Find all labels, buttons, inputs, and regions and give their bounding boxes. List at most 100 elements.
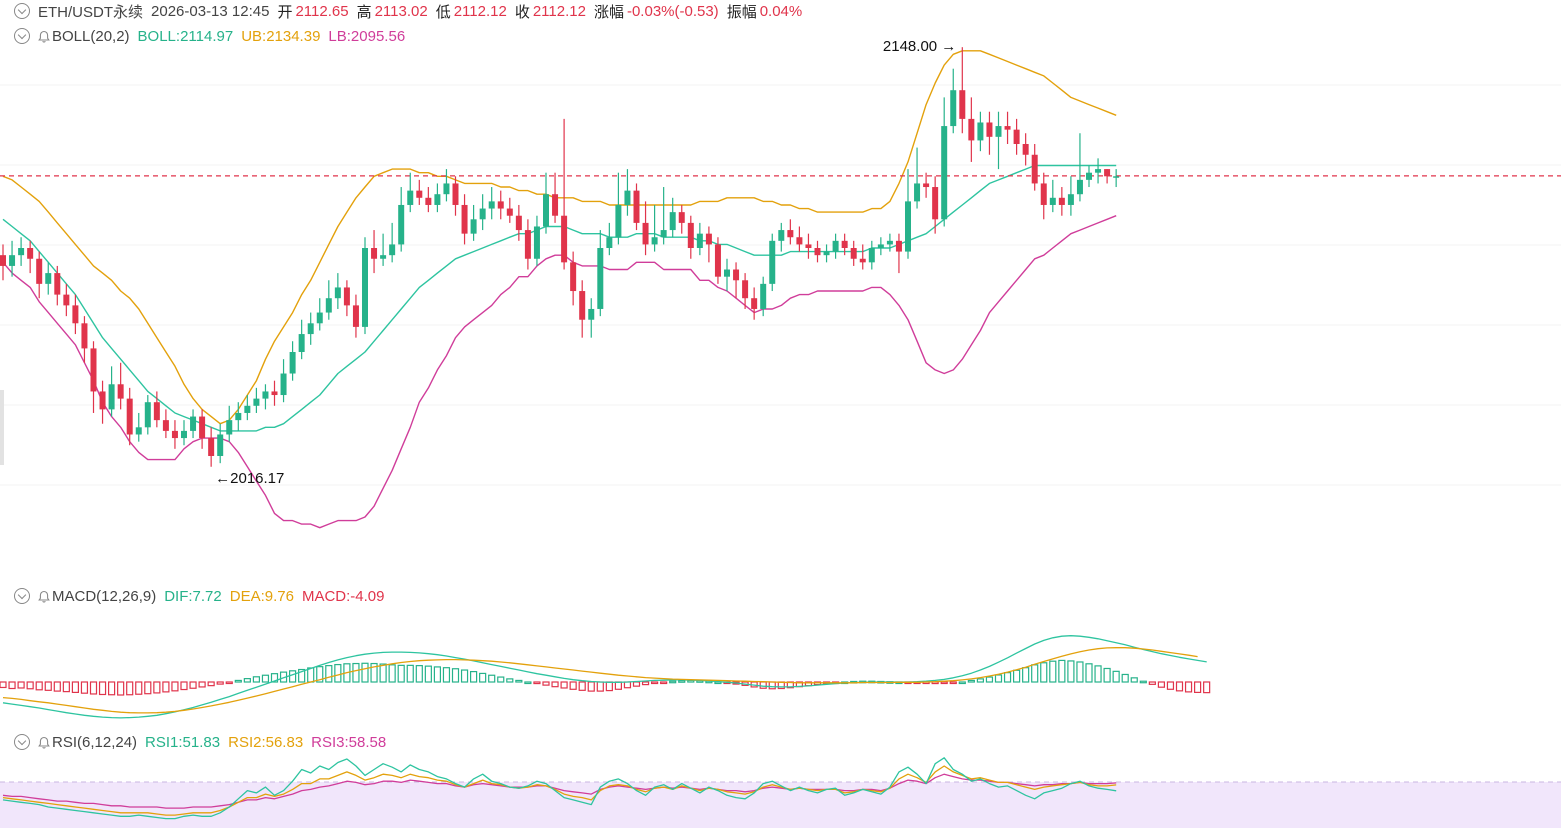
candle-body bbox=[1067, 194, 1074, 205]
candle-body bbox=[995, 126, 1002, 137]
macd-collapse-chevron-icon[interactable] bbox=[14, 588, 30, 604]
macd-hist-bar bbox=[569, 681, 577, 690]
low-label: 低 bbox=[435, 3, 451, 21]
macd-hist-bar bbox=[967, 679, 975, 683]
macd-hist-bar bbox=[44, 681, 52, 691]
candle-body bbox=[452, 183, 459, 205]
candle-body bbox=[171, 430, 178, 439]
macd-hist-bar bbox=[89, 681, 98, 695]
macd-hist-bar bbox=[397, 664, 405, 683]
macd-hist-bar bbox=[560, 681, 568, 689]
macd-hist-bar bbox=[261, 674, 270, 683]
macd-hist-bar bbox=[117, 681, 125, 696]
open-value: 2112.65 bbox=[295, 2, 349, 20]
macd-hist-bar bbox=[144, 681, 152, 695]
candle-body bbox=[90, 348, 97, 392]
candle-body bbox=[868, 248, 875, 263]
macd-hist-bar bbox=[1157, 681, 1166, 688]
macd-hist-bar bbox=[352, 662, 360, 683]
boll-collapse-chevron-icon[interactable] bbox=[14, 28, 30, 44]
candle-body bbox=[814, 248, 821, 256]
macd-hist-bar bbox=[1148, 681, 1156, 685]
candle-body bbox=[208, 438, 215, 456]
candle-body bbox=[0, 255, 6, 266]
macd-hist-bar bbox=[35, 681, 43, 691]
macd-hist-value: MACD:-4.09 bbox=[301, 587, 385, 605]
macd-hist-bar bbox=[379, 663, 387, 683]
candle-body bbox=[371, 248, 378, 259]
candle-body bbox=[651, 237, 658, 245]
macd-name: MACD(12,26,9) bbox=[52, 587, 157, 605]
candle-body bbox=[1013, 129, 1020, 144]
macd-hist-bar bbox=[1003, 672, 1012, 683]
rsi3-value: RSI3:58.58 bbox=[311, 733, 387, 751]
macd-hist-bar bbox=[578, 681, 586, 691]
candle-body bbox=[1031, 154, 1038, 184]
macd-hist-bar bbox=[252, 676, 260, 683]
candle-body bbox=[941, 126, 948, 220]
high-value: 2113.02 bbox=[374, 2, 428, 20]
macd-hist-bar bbox=[270, 673, 279, 683]
macd-dea-value: DEA:9.76 bbox=[229, 587, 294, 605]
macd-hist-bar bbox=[515, 679, 523, 683]
candle-body bbox=[407, 190, 414, 205]
candle-body bbox=[1058, 197, 1065, 205]
candle-body bbox=[506, 208, 513, 216]
candle-body bbox=[479, 208, 486, 220]
rsi-alert-bell-icon[interactable] bbox=[38, 736, 50, 749]
amplitude-label: 振幅 bbox=[726, 3, 757, 21]
candle-body bbox=[253, 398, 260, 406]
macd-legend: MACD(12,26,9) DIF:7.72 DEA:9.76 MACD:-4.… bbox=[0, 585, 392, 607]
ohlc-header: ETH/USDT永续 2026-03-13 12:45 开 2112.65 高 … bbox=[0, 0, 810, 22]
macd-hist-bar bbox=[994, 674, 1003, 683]
candle-body bbox=[262, 391, 269, 399]
rsi-legend: RSI(6,12,24) RSI1:51.83 RSI2:56.83 RSI3:… bbox=[0, 731, 394, 753]
macd-hist-bar bbox=[1067, 660, 1075, 683]
macd-hist-bar bbox=[533, 681, 541, 685]
macd-hist-bar bbox=[451, 668, 460, 683]
candle-body bbox=[443, 183, 450, 195]
macd-hist-bar bbox=[650, 681, 659, 685]
boll-lower-line bbox=[2, 215, 1117, 529]
candle-body bbox=[497, 201, 504, 209]
candle-body bbox=[886, 240, 893, 245]
macd-hist-bar bbox=[8, 681, 16, 690]
macd-hist-bar bbox=[135, 681, 143, 695]
candle-body bbox=[570, 262, 577, 292]
candle-body bbox=[144, 402, 151, 428]
macd-hist-bar bbox=[940, 681, 948, 685]
macd-hist-bar bbox=[958, 681, 966, 685]
scroll-handle bbox=[0, 390, 4, 465]
candle-body bbox=[1049, 197, 1056, 205]
macd-hist-bar bbox=[1103, 667, 1111, 683]
macd-alert-bell-icon[interactable] bbox=[38, 590, 50, 603]
rsi-name: RSI(6,12,24) bbox=[52, 733, 138, 751]
boll-alert-bell-icon[interactable] bbox=[38, 30, 50, 43]
candle-body bbox=[307, 323, 314, 335]
macd-hist-bar bbox=[587, 681, 595, 692]
candle-body bbox=[162, 420, 169, 431]
candle-body bbox=[352, 305, 359, 327]
macd-hist-bar bbox=[1012, 669, 1021, 683]
macd-hist-bar bbox=[614, 681, 623, 690]
collapse-chevron-icon[interactable] bbox=[14, 3, 30, 19]
macd-hist-bar bbox=[1049, 660, 1057, 683]
macd-hist-bar bbox=[985, 676, 994, 683]
macd-hist-bar bbox=[460, 669, 469, 683]
candle-body bbox=[705, 233, 712, 245]
amplitude-value: 0.04% bbox=[759, 2, 803, 20]
candle-body bbox=[696, 233, 703, 248]
macd-hist-bar bbox=[289, 670, 297, 683]
candle-body bbox=[280, 373, 287, 396]
candle-body bbox=[325, 298, 332, 313]
macd-hist-bar bbox=[660, 681, 668, 685]
rsi-overbought-band bbox=[0, 782, 1561, 828]
candle-body bbox=[54, 273, 61, 295]
candle-body bbox=[244, 405, 251, 413]
macd-hist-bar bbox=[171, 681, 179, 692]
rsi-collapse-chevron-icon[interactable] bbox=[14, 734, 30, 750]
macd-hist-bar bbox=[1193, 681, 1202, 693]
macd-hist-bar bbox=[98, 681, 107, 696]
candle-body bbox=[787, 230, 794, 238]
